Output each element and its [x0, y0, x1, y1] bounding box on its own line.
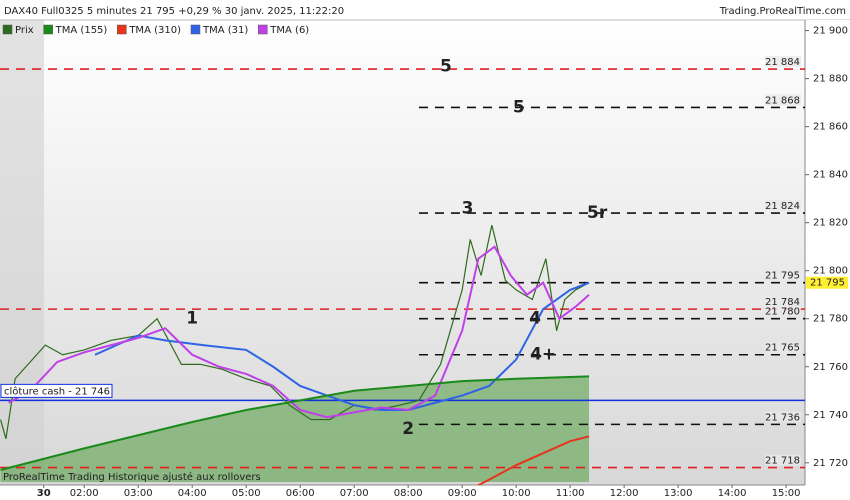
y-tick-label: 21 800 — [813, 266, 848, 277]
level-label-bg — [765, 296, 801, 308]
series-line — [476, 435, 590, 485]
level-label: 21 868 — [765, 95, 800, 106]
series-line — [0, 375, 590, 471]
y-tick-label: 21 720 — [813, 458, 848, 469]
legend-swatch — [117, 24, 127, 35]
level-label: 21 765 — [765, 343, 800, 354]
x-tick-label: 10:00 — [502, 488, 531, 499]
legend-label: TMA (155) — [55, 25, 108, 36]
series-line — [0, 224, 590, 439]
level-label-bg — [765, 200, 801, 212]
x-tick-label: 11:00 — [556, 488, 585, 499]
legend-label: TMA (31) — [202, 25, 248, 36]
level-label: 21 718 — [765, 456, 800, 467]
pre-session — [0, 20, 44, 485]
x-tick-label: 04:00 — [178, 488, 207, 499]
x-axis-band — [0, 485, 850, 500]
level-label: 21 824 — [765, 201, 800, 212]
legend-swatch — [2, 24, 13, 35]
x-tick-label: 05:00 — [232, 488, 261, 499]
level-label: 21 784 — [765, 297, 800, 308]
level-label: 21 795 — [765, 271, 800, 282]
tma-area — [0, 376, 590, 482]
level-label: 21 736 — [765, 412, 800, 423]
annotation: 5 — [440, 57, 452, 77]
annotation: 5 — [513, 97, 525, 117]
x-tick-label: 13:00 — [664, 488, 693, 499]
y-tick-label: 21 780 — [813, 314, 848, 325]
level-label-bg — [765, 454, 801, 466]
y-tick-label: 21 740 — [813, 410, 848, 421]
x-tick-label: 06:00 — [286, 488, 315, 499]
x-tick-label: 30 — [37, 488, 51, 499]
level-label: 21 780 — [765, 307, 800, 318]
x-tick-label: 12:00 — [610, 488, 639, 499]
series-line — [94, 281, 590, 411]
y-tick-label: 21 820 — [813, 218, 848, 229]
close-label-box — [0, 383, 113, 398]
x-tick-label: 08:00 — [394, 488, 423, 499]
series-line — [8, 245, 590, 419]
legend-label: TMA (310) — [128, 25, 181, 36]
price-tag-box — [806, 276, 848, 289]
level-label-bg — [765, 269, 801, 281]
x-tick-label: 14:00 — [718, 488, 747, 499]
annotation: 2 — [402, 419, 414, 439]
y-tick-label: 21 900 — [813, 26, 848, 37]
header — [0, 0, 850, 20]
y-axis-band — [805, 20, 850, 485]
legend-label: Prix — [15, 25, 34, 36]
level-label-bg — [765, 56, 801, 68]
annotation: 4 — [529, 309, 541, 329]
level-label: 21 884 — [765, 57, 800, 68]
legend-swatch — [190, 24, 201, 35]
level-label-bg — [765, 94, 801, 106]
x-tick-label: 07:00 — [340, 488, 369, 499]
footer: ProRealTime Trading Historique ajusté au… — [3, 471, 261, 483]
annotation: 4+ — [530, 345, 556, 365]
level-label-bg — [765, 411, 801, 423]
x-tick-label: 09:00 — [448, 488, 477, 499]
close-label: clôture cash - 21 746 — [4, 385, 110, 397]
x-tick-label: 03:00 — [124, 488, 153, 499]
legend-label: TMA (6) — [269, 25, 309, 36]
source: Trading.ProRealTime.com — [719, 6, 846, 17]
y-tick-label: 21 880 — [813, 74, 848, 85]
legend-swatch — [258, 24, 268, 35]
annotation: 3 — [462, 198, 474, 218]
level-label-bg — [765, 341, 801, 353]
annotation: 5r — [587, 203, 608, 223]
annotation: 1 — [186, 309, 198, 329]
y-tick-label: 21 840 — [813, 170, 848, 181]
chart-title: DAX40 Full0325 5 minutes 21 795 +0,29 % … — [4, 6, 344, 17]
level-label-bg — [765, 305, 801, 317]
x-tick-label: 15:00 — [772, 488, 801, 499]
x-tick-label: 02:00 — [70, 488, 99, 499]
y-tick-label: 21 860 — [813, 122, 848, 133]
price-tag: 21 795 — [810, 278, 845, 289]
legend-swatch — [43, 24, 53, 35]
y-tick-label: 21 760 — [813, 362, 848, 373]
